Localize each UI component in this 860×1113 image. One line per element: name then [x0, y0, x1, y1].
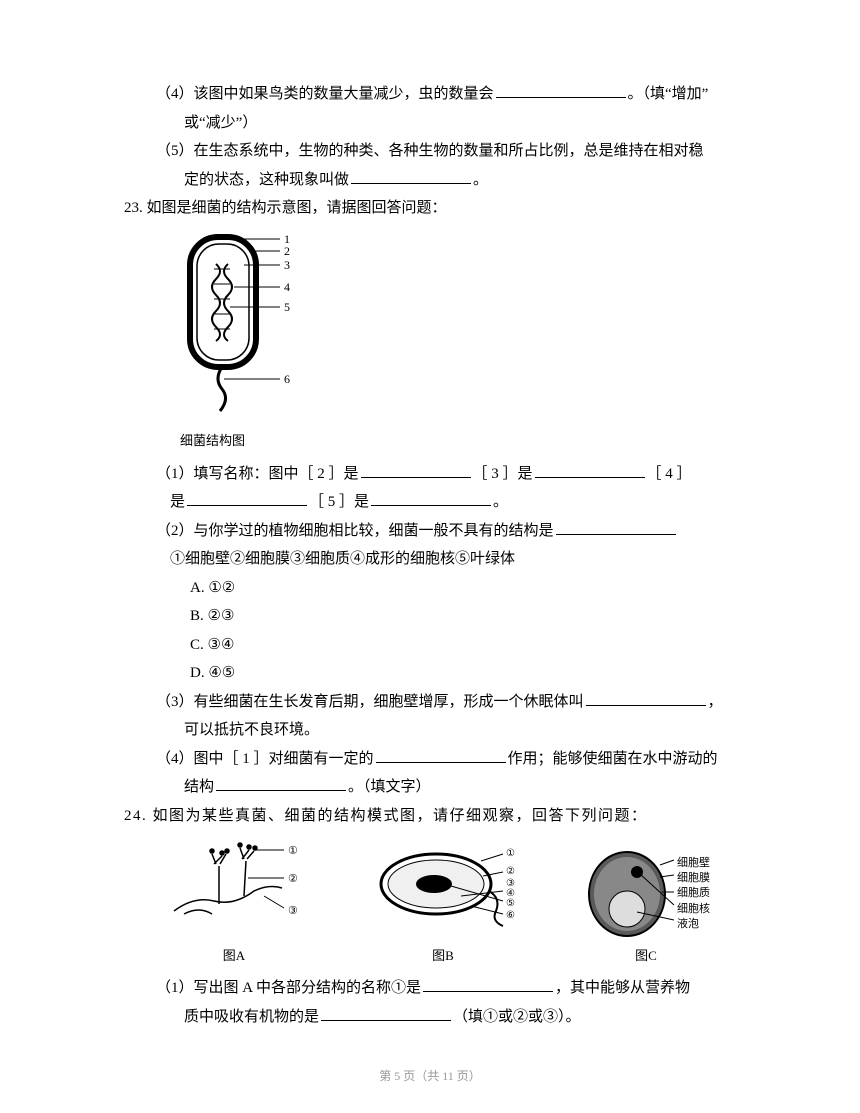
svg-text:⑤: ⑤: [506, 898, 515, 909]
blank[interactable]: [423, 976, 553, 993]
blank[interactable]: [535, 461, 645, 478]
q23-item4-line2-post: 。（填文字）: [348, 779, 431, 795]
q22-item5-line2-pre: 定的状态，这种现象叫做: [184, 172, 349, 188]
blank[interactable]: [321, 1004, 451, 1021]
q24-figure-c: 细胞壁 细胞膜 细胞质 细胞核 液泡 图C: [582, 847, 710, 969]
svg-text:①: ①: [288, 845, 298, 857]
q23-item2: （2）与你学过的植物细胞相比较，细菌一般不具有的结构是: [100, 517, 760, 546]
q23-item1-mid2: ［ 4 ］: [647, 466, 692, 482]
blank[interactable]: [187, 490, 307, 507]
blank[interactable]: [361, 461, 471, 478]
q23-item1-line2-pre: 是: [170, 494, 185, 510]
q23-item2-line2: ①细胞壁②细胞膜③细胞质④成形的细胞核⑤叶绿体: [100, 545, 760, 574]
svg-text:②: ②: [288, 873, 298, 885]
q23-item3-post: ，: [708, 694, 723, 710]
q23-opt-b-text: B. ②③: [190, 608, 234, 624]
blank[interactable]: [586, 689, 706, 706]
q22-item4-line2-text: 或“减少”）: [184, 115, 257, 131]
blank[interactable]: [371, 490, 491, 507]
q24-c-label-5: 液泡: [677, 917, 710, 932]
q24-figc-label: 图C: [582, 944, 710, 969]
q24-c-label-3: 细胞质: [677, 886, 710, 901]
q23-figure: 1 2 3 4 5 6 细菌结构图: [172, 229, 760, 454]
q24-figure-a: ① ② ③ 图A: [164, 836, 304, 968]
q22-item4-text-pre: （4）该图中如果鸟类的数量大量减少，虫的数量会: [156, 86, 494, 102]
q24-figa-label: 图A: [164, 944, 304, 969]
q23-item4-line2: 结构 。（填文字）: [100, 773, 760, 802]
q23-item1-pre: （1）填写名称：图中［ 2 ］是: [156, 466, 359, 482]
q22-item5-line2-post: 。: [473, 172, 488, 188]
svg-text:③: ③: [288, 905, 298, 917]
svg-text:6: 6: [284, 372, 290, 386]
q23-opt-b[interactable]: B. ②③: [100, 602, 760, 631]
q24-figb-label: 图B: [361, 944, 526, 969]
q23-item3-line2: 可以抵抗不良环境。: [100, 716, 760, 745]
q22-item5-line2: 定的状态，这种现象叫做 。: [100, 166, 760, 195]
q23-item2-pre: （2）与你学过的植物细胞相比较，细菌一般不具有的结构是: [156, 523, 554, 539]
q23-opt-c[interactable]: C. ③④: [100, 631, 760, 660]
q24-c-label-4: 细胞核: [677, 902, 710, 917]
q23-item1-line2-post: 。: [493, 494, 508, 510]
q23-item2-line2-text: ①细胞壁②细胞膜③细胞质④成形的细胞核⑤叶绿体: [170, 551, 515, 567]
q24-figure-b: ① ② ③ ④ ⑤ ⑥ 图B: [361, 836, 526, 968]
q24-item1-post: ，其中能够从营养物: [555, 980, 690, 996]
q23-item4-mid: 作用；能够使细菌在水中游动的: [508, 751, 718, 767]
q23-figure-caption: 细菌结构图: [180, 429, 760, 454]
blank[interactable]: [216, 775, 346, 792]
q23-opt-d-text: D. ④⑤: [190, 665, 235, 681]
q24-figc-labels: 细胞壁 细胞膜 细胞质 细胞核 液泡: [677, 856, 710, 933]
q24-item1-line2: 质中吸收有机物的是 （填①或②或③）。: [100, 1003, 760, 1032]
q24-stem-text: 如图为某些真菌、细菌的结构模式图，请仔细观察，回答下列问题：: [153, 808, 648, 824]
q23-item1-line2-mid: ［ 5 ］是: [309, 494, 369, 510]
svg-text:2: 2: [284, 244, 290, 258]
q23-item3: （3）有些细菌在生长发育后期，细胞壁增厚，形成一个休眠体叫 ，: [100, 688, 760, 717]
svg-text:①: ①: [506, 848, 515, 859]
q22-item4-line2: 或“减少”）: [100, 109, 760, 138]
svg-text:⑥: ⑥: [506, 910, 515, 921]
q24-c-label-1: 细胞壁: [677, 856, 710, 871]
q23-item1-line2: 是 ［ 5 ］是 。: [100, 488, 760, 517]
blank[interactable]: [496, 82, 626, 99]
bacteria-diagram: 1 2 3 4 5 6: [172, 229, 302, 419]
q23-item1-mid1: ［ 3 ］是: [473, 466, 533, 482]
q22-item4: （4）该图中如果鸟类的数量大量减少，虫的数量会 。（填“增加”: [100, 80, 760, 109]
q24-c-label-2: 细胞膜: [677, 871, 710, 886]
q23-item1: （1）填写名称：图中［ 2 ］是 ［ 3 ］是 ［ 4 ］: [100, 460, 760, 489]
q24-item1-pre: （1）写出图 A 中各部分结构的名称①是: [156, 980, 421, 996]
q23-item3-pre: （3）有些细菌在生长发育后期，细胞壁增厚，形成一个休眠体叫: [156, 694, 584, 710]
svg-text:4: 4: [284, 280, 290, 294]
q23-item4-line2-pre: 结构: [184, 779, 214, 795]
q23-item4-pre: （4）图中［ 1 ］对细菌有一定的: [156, 751, 374, 767]
q23-opt-a[interactable]: A. ①②: [100, 574, 760, 603]
blank[interactable]: [351, 167, 471, 184]
q24-item1-line2-pre: 质中吸收有机物的是: [184, 1009, 319, 1025]
q23-opt-d[interactable]: D. ④⑤: [100, 659, 760, 688]
q23-opt-c-text: C. ③④: [190, 637, 234, 653]
blank[interactable]: [376, 746, 506, 763]
q24-stem: 24. 如图为某些真菌、细菌的结构模式图，请仔细观察，回答下列问题：: [124, 802, 760, 831]
q23-number: 23.: [124, 200, 143, 216]
q24-number: 24.: [124, 808, 147, 824]
q23-item3-line2-text: 可以抵抗不良环境。: [184, 722, 319, 738]
q23-item4: （4）图中［ 1 ］对细菌有一定的 作用；能够使细菌在水中游动的: [100, 745, 760, 774]
q24-figures: ① ② ③ 图A ① ② ③ ④ ⑤ ⑥ 图B: [164, 836, 710, 968]
q24-item1-line2-post: （填①或②或③）。: [453, 1009, 581, 1025]
q23-opt-a-text: A. ①②: [190, 580, 235, 596]
svg-text:3: 3: [284, 258, 290, 272]
q22-item5: （5）在生态系统中，生物的种类、各种生物的数量和所占比例，总是维持在相对稳: [100, 137, 760, 166]
svg-text:5: 5: [284, 300, 290, 314]
q22-item4-text-post: 。（填“增加”: [628, 86, 709, 102]
q24-item1: （1）写出图 A 中各部分结构的名称①是 ，其中能够从营养物: [100, 974, 760, 1003]
svg-text:②: ②: [506, 866, 515, 877]
q22-item5-text: （5）在生态系统中，生物的种类、各种生物的数量和所占比例，总是维持在相对稳: [156, 143, 704, 159]
q23-stem-text: 如图是细菌的结构示意图，请据图回答问题：: [147, 200, 447, 216]
blank[interactable]: [556, 518, 676, 535]
q23-stem: 23. 如图是细菌的结构示意图，请据图回答问题：: [124, 194, 760, 223]
page-footer: 第 5 页（共 11 页）: [0, 1065, 860, 1088]
